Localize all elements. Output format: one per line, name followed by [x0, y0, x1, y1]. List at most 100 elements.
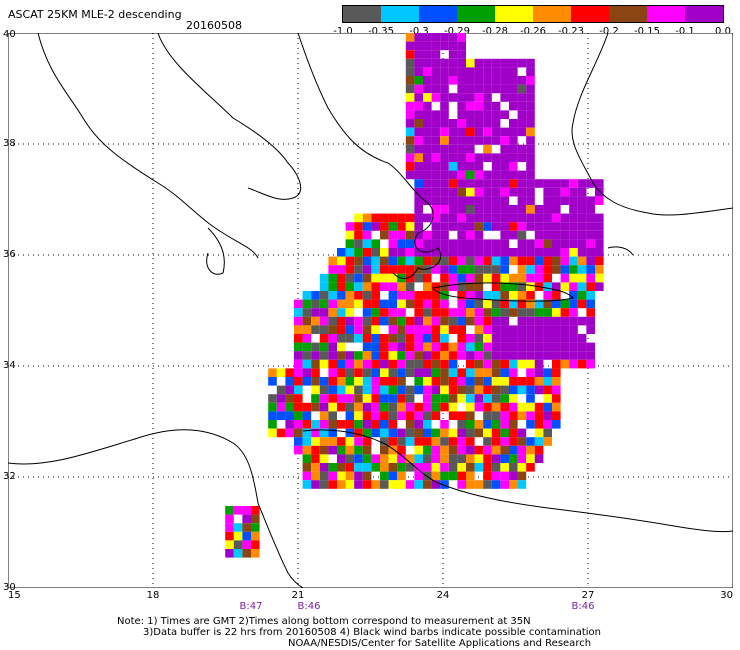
mle-cell	[466, 377, 475, 386]
mle-cell	[414, 445, 423, 455]
mle-cell	[414, 265, 423, 274]
mle-cell	[595, 248, 604, 257]
mle-cell	[491, 325, 501, 334]
mle-cell	[500, 411, 509, 420]
mle-cell	[517, 144, 527, 154]
mle-cell	[491, 76, 501, 85]
mle-cell	[354, 368, 363, 377]
mle-cell	[345, 471, 355, 481]
mle-cell	[380, 437, 389, 446]
mle-cell	[380, 213, 389, 223]
mle-cell	[534, 239, 544, 248]
mle-cell	[431, 248, 441, 257]
mle-cell	[552, 325, 561, 334]
mle-cell	[405, 342, 415, 352]
mle-cell	[560, 308, 570, 317]
mle-cell	[354, 402, 363, 412]
mle-cell	[474, 196, 484, 205]
mle-cell	[388, 308, 398, 317]
mle-cell	[466, 351, 475, 360]
mle-cell	[440, 351, 449, 360]
mle-cell	[440, 136, 449, 145]
mle-cell	[483, 67, 492, 76]
mle-cell	[474, 213, 484, 223]
mle-cell	[337, 265, 346, 274]
mle-cell	[577, 282, 587, 291]
mle-cell	[319, 385, 329, 395]
mle-cell	[448, 205, 458, 214]
mle-cell	[414, 463, 423, 472]
mle-cell	[474, 110, 484, 119]
mle-cell	[526, 402, 535, 412]
mle-cell	[483, 239, 492, 248]
mle-cell	[345, 368, 355, 377]
mle-cell	[405, 402, 415, 412]
mle-cell	[380, 359, 389, 369]
colorbar-swatch	[571, 6, 609, 22]
mle-cell	[431, 84, 441, 94]
colorbar-tick-label: -0.35	[368, 26, 394, 37]
mle-cell	[569, 308, 578, 317]
mle-cell	[337, 368, 346, 377]
mle-cell	[457, 437, 466, 446]
mle-cell	[431, 282, 441, 291]
mle-cell	[517, 359, 527, 369]
mle-cell	[457, 230, 466, 240]
mle-cell	[311, 437, 320, 446]
mle-cell	[543, 437, 552, 446]
mle-cell	[552, 299, 561, 309]
mle-cell	[543, 411, 552, 420]
colorbar-tick-label: -1.0	[333, 26, 353, 37]
mle-cell	[405, 463, 415, 472]
mle-cell	[362, 437, 372, 446]
mle-cell	[405, 428, 415, 438]
mle-cell	[500, 394, 509, 403]
mle-cell	[414, 170, 423, 180]
mle-cell	[500, 256, 509, 266]
mle-cell	[414, 402, 423, 412]
mle-cell	[552, 239, 561, 248]
mle-cell	[328, 402, 337, 412]
mle-cell	[388, 239, 398, 248]
mle-cell	[233, 506, 243, 515]
mle-cell	[319, 471, 329, 481]
mle-cell	[414, 273, 423, 283]
mle-cell	[517, 93, 527, 102]
mle-cell	[586, 316, 595, 326]
mle-cell	[577, 205, 587, 214]
mle-cell	[569, 230, 578, 240]
mle-cell	[405, 41, 415, 51]
mle-cell	[233, 531, 243, 541]
colorbar-swatch	[495, 6, 533, 22]
mle-cell	[276, 402, 286, 412]
mle-cell	[517, 454, 527, 463]
mle-cell	[319, 428, 329, 438]
mle-cell	[474, 342, 484, 352]
mle-cell	[526, 213, 535, 223]
mle-cell	[491, 428, 501, 438]
mle-cell	[431, 110, 441, 119]
mle-cell	[466, 93, 475, 102]
mle-cell	[448, 265, 458, 274]
mle-cell	[268, 420, 277, 429]
mle-cell	[423, 359, 432, 369]
mle-cell	[431, 127, 441, 137]
mle-cell	[483, 153, 492, 162]
mle-cell	[586, 239, 595, 248]
mle-cell	[302, 334, 312, 343]
mle-cell	[509, 58, 518, 68]
mle-cell	[526, 437, 535, 446]
mle-cell	[397, 308, 406, 317]
mle-cell	[569, 316, 578, 326]
mle-cell	[517, 377, 527, 386]
map-date: 20160508	[186, 19, 242, 32]
mle-cell	[595, 265, 604, 274]
mle-cell	[405, 222, 415, 231]
mle-cell	[474, 359, 484, 369]
mle-cell	[405, 93, 415, 102]
mle-cell	[569, 291, 578, 300]
mle-cell	[354, 334, 363, 343]
mle-cell	[405, 359, 415, 369]
mle-cell	[354, 256, 363, 266]
mle-cell	[509, 428, 518, 438]
